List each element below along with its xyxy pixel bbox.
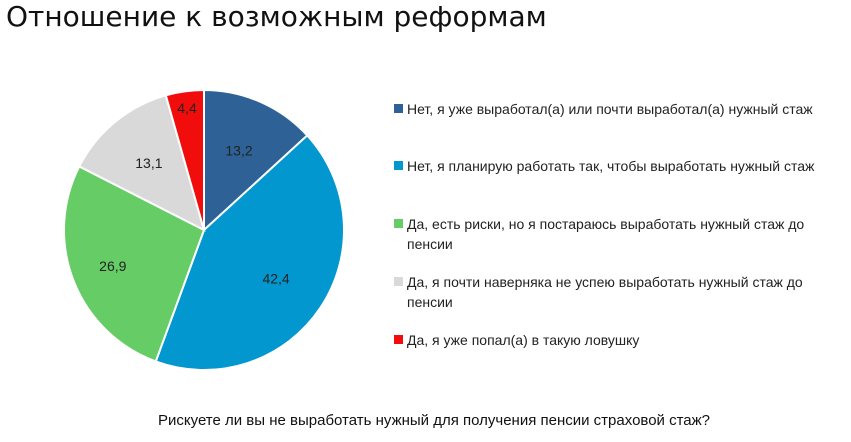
pie-data-label-1: 13,2 [225, 143, 252, 159]
pie-data-label-4: 13,1 [135, 155, 162, 171]
pie-slice-1 [203, 88, 309, 233]
legend-swatch [394, 219, 403, 228]
pie-data-label-5: 4,4 [177, 100, 197, 116]
pie-data-label-2: 42,4 [262, 270, 289, 286]
legend-label: Да, я почти наверняка не успею выработат… [407, 274, 803, 310]
legend-label: Да, я уже попал(а) в такую ловушку [407, 332, 640, 348]
pie-slice-5 [164, 88, 205, 231]
legend-item: Да, я уже попал(а) в такую ловушку [394, 330, 844, 350]
legend-label: Нет, я уже выработал(а) или почти вырабо… [407, 101, 813, 117]
legend-item: Нет, я уже выработал(а) или почти вырабо… [394, 99, 844, 119]
chart-title: Отношение к возможным реформам [6, 0, 547, 33]
legend-swatch [394, 335, 403, 344]
pie-data-label-3: 26,9 [99, 258, 126, 274]
pie-slice-2 [154, 134, 345, 371]
legend-item: Да, есть риски, но я постараюсь выработа… [394, 214, 844, 254]
legend-label: Нет, я планирую работать так, чтобы выра… [407, 158, 815, 174]
legend-swatch [394, 277, 403, 286]
legend-swatch [394, 161, 403, 170]
pie-slice-3 [63, 165, 206, 363]
legend-label: Да, есть риски, но я постараюсь выработа… [407, 216, 805, 252]
pie-slice-4 [77, 94, 206, 232]
legend-item: Да, я почти наверняка не успею выработат… [394, 272, 844, 312]
chart-caption: Рискуете ли вы не выработать нужный для … [158, 412, 711, 429]
legend-swatch [394, 104, 403, 113]
legend-item: Нет, я планирую работать так, чтобы выра… [394, 156, 844, 176]
